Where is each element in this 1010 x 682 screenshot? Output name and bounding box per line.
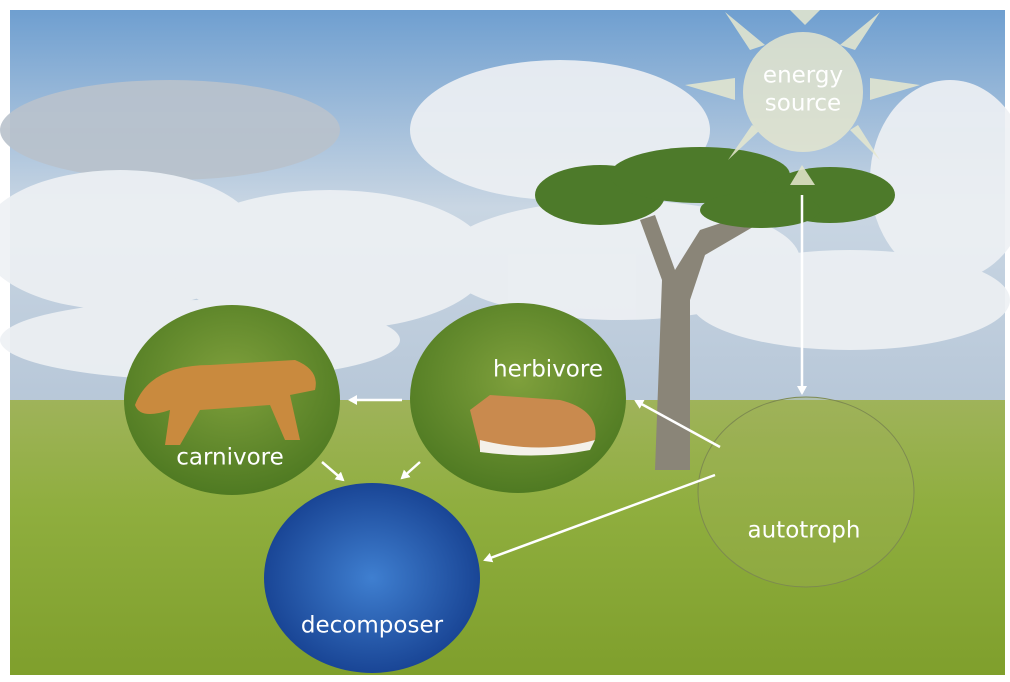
node-label: energy (763, 63, 843, 89)
node-label: decomposer (301, 613, 444, 639)
autotroph-circle (698, 397, 914, 587)
node-label: carnivore (176, 445, 284, 471)
node-label: autotroph (748, 518, 861, 544)
decomposer-circle (264, 483, 480, 673)
diagram: energy source carnivore herbivore decomp… (0, 0, 1010, 682)
node-label: source (765, 91, 841, 117)
node-label: herbivore (493, 357, 603, 383)
